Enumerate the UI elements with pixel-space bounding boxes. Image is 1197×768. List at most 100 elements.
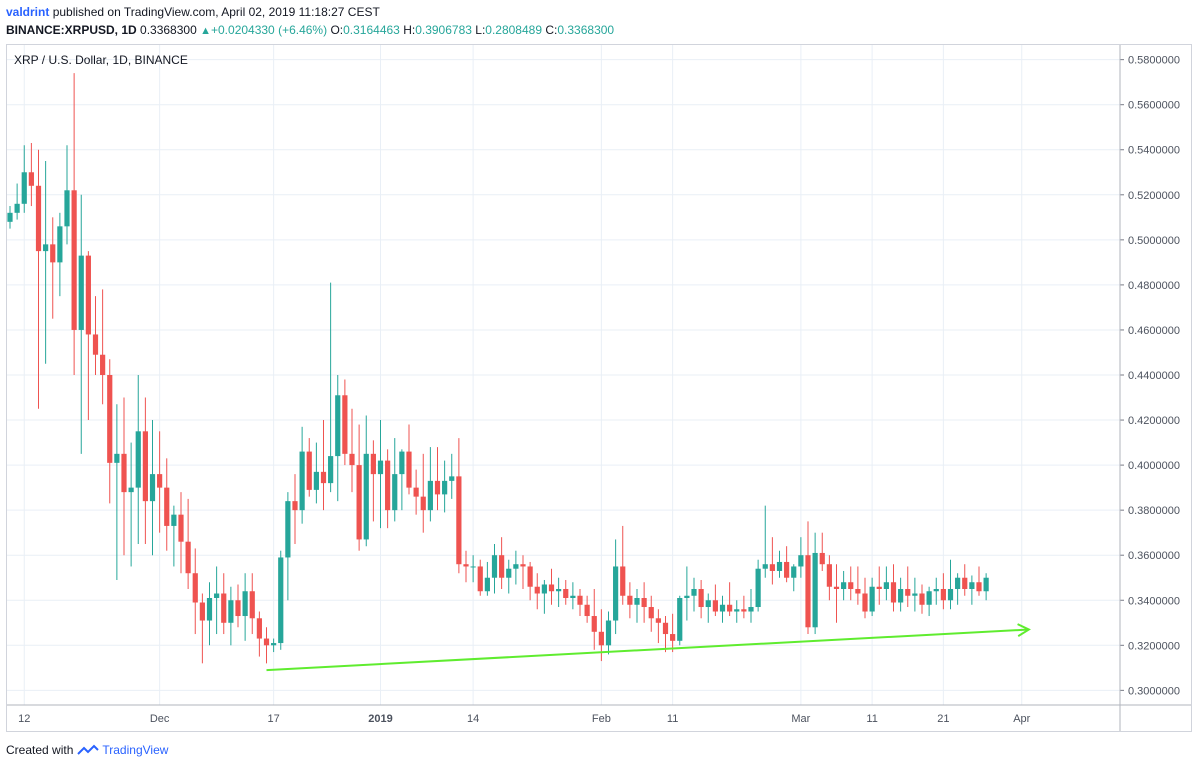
candle-body	[278, 557, 284, 644]
footer: Created with TradingView	[6, 742, 168, 758]
candle-body	[135, 431, 141, 488]
candle-body	[719, 604, 726, 612]
candle-body	[769, 564, 775, 571]
candle-body	[477, 566, 483, 592]
axes: 0.3000000 0.3200000 0.3400000 0.3600000 0.38…	[7, 45, 1191, 731]
candle-body	[199, 602, 205, 621]
candle-body	[755, 568, 761, 608]
candle-body	[192, 573, 198, 603]
y-tick-label: 0.4600000	[1128, 325, 1180, 337]
tradingview-logo-icon	[77, 744, 100, 755]
y-tick-label: 0.3200000	[1128, 640, 1180, 652]
candle-body	[249, 591, 255, 619]
created-with-text: Created with	[6, 743, 74, 757]
candle-body	[263, 638, 270, 646]
candle-body	[185, 541, 191, 574]
x-tick-label: 11	[667, 713, 678, 725]
close-label: C:	[545, 23, 558, 37]
candle-body	[962, 577, 968, 589]
candle-body	[570, 595, 576, 599]
candle-body	[805, 555, 811, 628]
candle-body	[890, 582, 897, 603]
candle-body	[171, 514, 177, 526]
symbol-name: BINANCE:XRPUSD, 1D	[6, 23, 137, 37]
candle-body	[520, 564, 526, 567]
candle-body	[470, 566, 476, 568]
candle-body	[385, 460, 391, 511]
candle-body	[905, 588, 911, 596]
y-tick-label: 0.5200000	[1128, 190, 1180, 202]
candle-body	[392, 474, 398, 511]
chart-frame[interactable]	[6, 44, 1192, 732]
x-tick-label: 2019	[368, 713, 392, 725]
candle-body	[463, 564, 469, 567]
candle-body	[363, 453, 369, 540]
candle-body	[356, 465, 362, 540]
high-label: H:	[403, 23, 416, 37]
candle-body	[377, 460, 384, 475]
candle-body	[677, 598, 683, 641]
candle-body	[14, 203, 20, 213]
candle-body	[947, 588, 954, 601]
symbol-info-bar: BINANCE:XRPUSD, 1D 0.3368300 ▲+0.0204330…	[6, 22, 614, 39]
candle-body	[563, 588, 569, 599]
candle-body	[157, 474, 163, 488]
candle-body	[149, 474, 156, 502]
candle-body	[142, 431, 148, 502]
candle-body	[100, 354, 106, 375]
candle-body	[299, 451, 305, 511]
y-tick-label: 0.3400000	[1128, 595, 1180, 607]
candle-body	[705, 600, 711, 608]
open-label: O:	[330, 23, 344, 37]
candle-body	[791, 566, 797, 578]
candle-body	[228, 600, 234, 623]
chart-title: XRP / U.S. Dollar, 1D, BINANCE	[14, 53, 188, 67]
publish-info: valdrint published on TradingView.com, A…	[6, 4, 380, 20]
candle-body	[427, 480, 433, 511]
candle-body	[449, 476, 455, 481]
x-tick-label: Mar	[791, 713, 810, 725]
candle-body	[320, 471, 327, 484]
candle-body	[940, 588, 946, 601]
candle-body	[919, 593, 925, 605]
candle-body	[121, 453, 127, 493]
candle-body	[7, 212, 13, 222]
candle-body	[534, 586, 540, 594]
candle-body	[876, 586, 882, 589]
candle-body	[107, 375, 113, 463]
candle-body	[670, 634, 676, 641]
author-name[interactable]: valdrint	[6, 5, 50, 19]
low-value: 0.2808489	[485, 23, 543, 37]
candle-body	[584, 604, 590, 617]
open-value: 0.3164463	[343, 23, 400, 37]
candle-body	[855, 588, 861, 594]
candle-body	[342, 395, 348, 454]
candle-body	[128, 487, 134, 493]
tradingview-link[interactable]: TradingView	[77, 742, 168, 758]
candle-body	[35, 185, 42, 252]
candle-body	[727, 604, 733, 612]
x-tick-label: 21	[937, 713, 949, 725]
candle-body	[178, 514, 184, 542]
candles	[7, 73, 989, 664]
candle-body	[556, 588, 562, 592]
candle-body	[349, 453, 355, 466]
candle-body	[784, 561, 790, 578]
publish-text: published on TradingView.com, April 02, …	[52, 5, 380, 19]
y-tick-label: 0.5000000	[1128, 235, 1180, 247]
candle-body	[370, 453, 376, 475]
candle-body	[976, 582, 982, 592]
candle-body	[413, 487, 419, 497]
candle-body	[833, 586, 840, 589]
candle-body	[513, 564, 519, 569]
candle-body	[598, 631, 604, 646]
candle-body	[898, 588, 904, 603]
candle-body	[748, 607, 754, 612]
candle-body	[605, 620, 612, 646]
candle-body	[71, 190, 77, 330]
candle-body	[164, 487, 170, 526]
candle-body	[328, 456, 334, 484]
candle-body	[256, 618, 262, 639]
candle-body	[21, 172, 27, 204]
